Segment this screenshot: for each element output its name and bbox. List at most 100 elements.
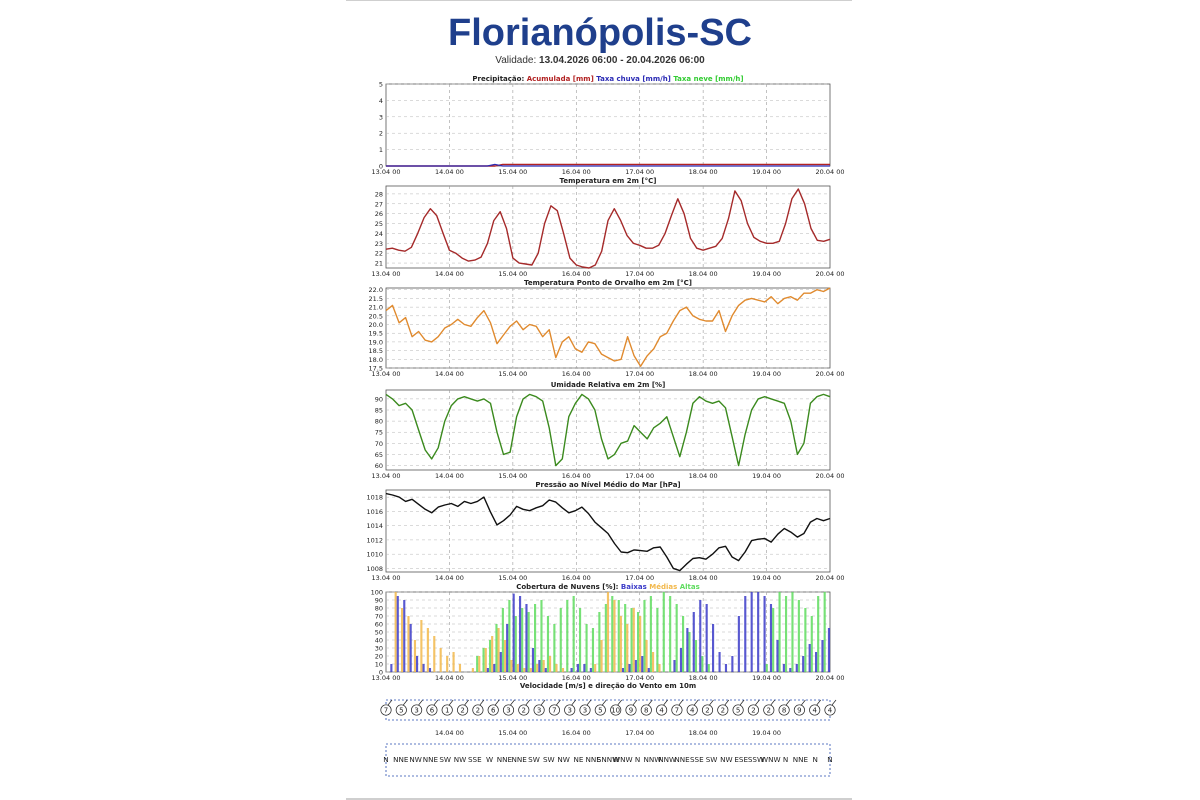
wind-speed-marker (502, 704, 515, 716)
y-tick-label: 70 (375, 613, 383, 621)
cloud-bar-high (643, 600, 646, 672)
cloud-bar-low (737, 616, 740, 672)
wind-direction-label: W (486, 755, 493, 764)
cloud-bar-low (712, 624, 715, 672)
cloud-bar-low (512, 593, 515, 672)
y-tick-label: 85 (375, 407, 383, 415)
wind-speed-marker (564, 704, 576, 716)
wind-direction-label: SNNW (597, 755, 619, 764)
cloud-bar-high (604, 604, 607, 672)
wind-direction-stem (556, 699, 561, 706)
cloud-bar-high (785, 596, 788, 672)
cloud-bar-low (750, 592, 753, 672)
cloud-bar-low (776, 640, 779, 672)
cloud-bar-low (718, 652, 721, 672)
y-tick-label: 19.0 (369, 338, 383, 346)
cloud-bar-low (576, 664, 580, 672)
cloud-bar-high (585, 624, 588, 672)
y-tick-label: 17.5 (369, 365, 383, 373)
wind-direction-stem (448, 699, 454, 706)
cloud-bar-high (521, 608, 524, 672)
plot-frame (385, 287, 831, 369)
y-tick-label: 10 (375, 661, 383, 669)
y-tick-label: 18.5 (369, 347, 383, 355)
wind-direction-stem (479, 699, 485, 706)
x-tick-label: 18.04 00 (689, 574, 718, 582)
y-tick-label: 18.0 (369, 356, 383, 364)
legend-low: Baixas (621, 583, 649, 591)
y-tick-label: 0 (379, 163, 383, 171)
x-tick-label: 15.04 00 (498, 472, 527, 480)
wind-speed-marker (472, 704, 484, 716)
cloud-bar-high (675, 604, 678, 672)
cloud-bar-high (566, 600, 569, 672)
cloud-bar-high (772, 608, 775, 672)
wind-speed-marker (426, 704, 438, 716)
x-tick-label: 14.04 00 (435, 574, 464, 582)
wind-speed-marker (701, 704, 714, 716)
x-tick-label: 13.04 00 (372, 270, 401, 278)
x-tick-label: 17.04 00 (625, 168, 654, 176)
cloud-bar-mid (491, 636, 494, 672)
series-line (385, 287, 831, 367)
wind-direction-label: NW (409, 755, 421, 764)
wind-speed-marker (763, 704, 775, 716)
cloud-bar-low (699, 600, 702, 672)
wind-speed-label: 3 (537, 707, 541, 715)
wind-speed-marker (656, 704, 668, 716)
cloud-bar-low (686, 628, 689, 672)
y-tick-label: 27 (375, 200, 383, 208)
series-rain-rate (386, 163, 830, 167)
wind-direction-stem (801, 699, 806, 706)
cloud-bar-low (416, 656, 419, 672)
x-tick-label: 19.04 00 (752, 370, 781, 378)
cloud-bar-low (782, 664, 785, 672)
wind-direction-label: NNE (512, 755, 528, 764)
y-tick-label: 60 (375, 462, 383, 470)
y-tick-label: 70 (375, 440, 383, 448)
plot-frame (385, 489, 831, 573)
wind-speed-marker (686, 704, 698, 716)
cloud-bar-mid (439, 648, 442, 672)
wind-speed-marker (610, 704, 622, 716)
wind-x-tick-label: 16.04 00 (562, 729, 591, 737)
x-tick-label: 16.04 00 (562, 270, 591, 278)
wind-direction-stem (816, 699, 821, 706)
plot-frame (385, 83, 831, 167)
x-tick-label: 14.04 00 (435, 270, 464, 278)
cloud-bar-mid (632, 608, 635, 672)
y-tick-label: 21.0 (369, 304, 383, 312)
x-tick-label: 13.04 00 (372, 168, 401, 176)
y-tick-label: 24 (375, 230, 383, 238)
wind-direction-label: NNE (793, 755, 809, 764)
wind-direction-stem (433, 699, 439, 706)
y-tick-label: 30 (375, 645, 383, 653)
wind-speed-marker (579, 704, 591, 716)
cloud-bar-mid (594, 664, 597, 672)
wind-direction-label: SW (543, 755, 555, 764)
wind-direction-label: NNW (643, 755, 661, 764)
cloud-bar-low (583, 664, 586, 672)
y-tick-label: 90 (375, 395, 383, 403)
wind-direction-stem (418, 699, 423, 706)
cloud-bar-high (649, 596, 652, 672)
cloud-bar-mid (401, 608, 404, 672)
cloud-bar-mid (600, 640, 603, 672)
y-tick-label: 50 (375, 629, 383, 637)
wind-speed-label: 8 (782, 707, 786, 715)
x-tick-label: 18.04 00 (689, 674, 718, 682)
x-tick-label: 17.04 00 (625, 370, 654, 378)
wind-speed-label: 9 (629, 707, 633, 715)
cloud-bar-low (589, 668, 592, 672)
cloud-bar-low (493, 664, 496, 672)
wind-direction-label: SW (706, 755, 718, 764)
x-tick-label: 19.04 00 (752, 574, 781, 582)
cloud-bar-low (525, 604, 528, 672)
y-tick-label: 22 (375, 250, 383, 258)
wind-direction-stem (403, 699, 408, 706)
wind-direction-label: SW (528, 755, 540, 764)
cloud-bar-low (641, 656, 644, 672)
wind-speed-label: 6 (491, 707, 496, 715)
cloud-bar-high (534, 604, 537, 672)
wind-speed-marker (671, 704, 683, 716)
